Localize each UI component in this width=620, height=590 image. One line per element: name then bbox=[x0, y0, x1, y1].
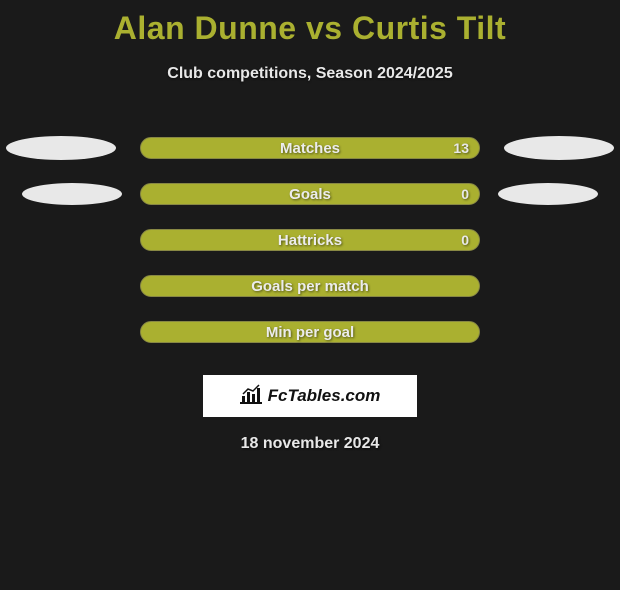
left-avatar-placeholder bbox=[22, 183, 122, 205]
fctables-logo[interactable]: FcTables.com bbox=[203, 375, 417, 417]
stat-bar: Goals 0 bbox=[140, 183, 480, 205]
left-avatar-placeholder bbox=[6, 136, 116, 160]
stat-bar: Matches 13 bbox=[140, 137, 480, 159]
stat-row-matches: Matches 13 bbox=[0, 125, 620, 171]
stat-row-hattricks: Hattricks 0 bbox=[0, 217, 620, 263]
stat-label: Goals per match bbox=[251, 278, 369, 295]
logo-text: FcTables.com bbox=[268, 386, 381, 406]
subtitle: Club competitions, Season 2024/2025 bbox=[0, 65, 620, 83]
right-avatar-placeholder bbox=[498, 183, 598, 205]
stat-label: Hattricks bbox=[278, 232, 342, 249]
chart-icon bbox=[240, 384, 262, 409]
stat-bar: Hattricks 0 bbox=[140, 229, 480, 251]
right-avatar-placeholder bbox=[504, 136, 614, 160]
stat-row-goals: Goals 0 bbox=[0, 171, 620, 217]
stat-label: Min per goal bbox=[266, 324, 354, 341]
stat-label: Goals bbox=[289, 186, 331, 203]
stat-row-goals-per-match: Goals per match bbox=[0, 263, 620, 309]
date-text: 18 november 2024 bbox=[0, 435, 620, 453]
stat-value: 13 bbox=[453, 140, 469, 156]
stat-row-min-per-goal: Min per goal bbox=[0, 309, 620, 355]
stat-value: 0 bbox=[461, 232, 469, 248]
stat-bar: Min per goal bbox=[140, 321, 480, 343]
stat-label: Matches bbox=[280, 140, 340, 157]
stats-container: Matches 13 Goals 0 Hattricks 0 Goals per… bbox=[0, 125, 620, 355]
stat-value: 0 bbox=[461, 186, 469, 202]
page-title: Alan Dunne vs Curtis Tilt bbox=[0, 10, 620, 47]
stat-bar: Goals per match bbox=[140, 275, 480, 297]
